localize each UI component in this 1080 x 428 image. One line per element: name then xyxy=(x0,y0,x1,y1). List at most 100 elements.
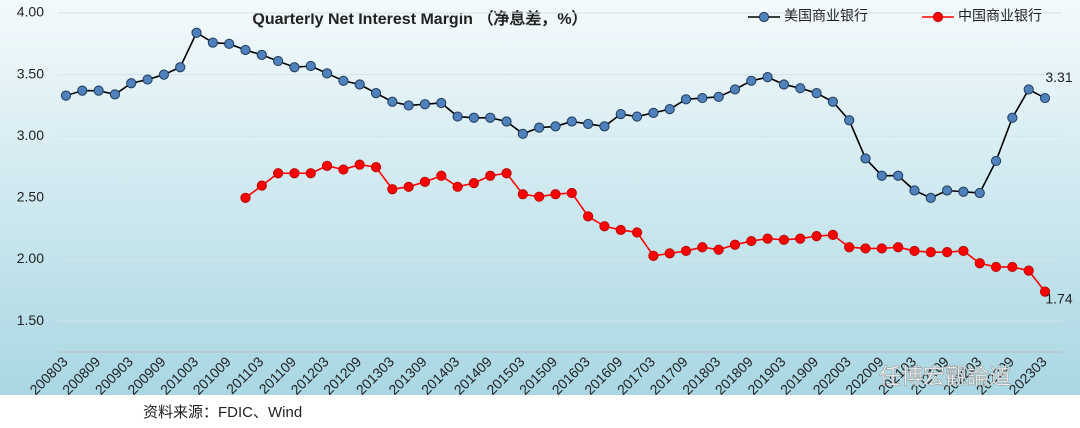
data-point xyxy=(273,168,284,179)
data-point xyxy=(942,247,953,258)
data-point xyxy=(126,78,137,89)
data-point xyxy=(305,60,316,72)
data-point xyxy=(697,92,708,104)
data-point xyxy=(436,170,447,181)
data-point xyxy=(631,227,643,238)
data-point xyxy=(468,112,480,123)
data-point xyxy=(387,96,398,107)
data-point xyxy=(93,85,104,96)
data-point xyxy=(648,250,659,261)
data-point xyxy=(762,72,773,83)
y-tick-label: 3.50 xyxy=(17,65,44,81)
data-point xyxy=(256,180,267,191)
data-point xyxy=(844,242,855,253)
data-point xyxy=(387,184,398,195)
data-point xyxy=(746,75,757,86)
data-point xyxy=(958,245,969,257)
data-point xyxy=(876,170,887,181)
data-point xyxy=(778,234,790,245)
data-point xyxy=(811,88,822,99)
data-point xyxy=(354,79,365,90)
data-point xyxy=(240,192,251,204)
data-point xyxy=(403,100,414,111)
data-point xyxy=(517,128,528,139)
data-point xyxy=(942,185,953,196)
data-point xyxy=(648,107,659,118)
data-point xyxy=(729,239,741,250)
data-point xyxy=(713,91,724,102)
data-point xyxy=(860,153,871,164)
data-point xyxy=(419,99,431,110)
data-point xyxy=(273,55,284,67)
data-point xyxy=(893,242,904,253)
data-point xyxy=(1007,261,1018,273)
data-point xyxy=(795,83,806,94)
data-label: 1.74 xyxy=(1045,290,1072,306)
data-point xyxy=(909,245,920,257)
data-point xyxy=(452,111,463,122)
y-tick-label: 1.50 xyxy=(17,312,44,328)
data-point xyxy=(599,221,610,232)
legend-marker xyxy=(758,11,770,23)
data-point xyxy=(990,261,1002,273)
y-tick-label: 3.00 xyxy=(17,127,44,143)
data-point xyxy=(566,187,577,199)
data-point xyxy=(1023,265,1034,276)
data-point xyxy=(419,176,431,187)
data-point xyxy=(207,37,218,48)
legend-marker xyxy=(932,11,944,23)
data-point xyxy=(615,224,626,236)
data-point xyxy=(974,187,985,199)
data-point xyxy=(158,69,169,80)
data-point xyxy=(697,242,708,253)
data-point xyxy=(501,116,512,127)
data-point xyxy=(925,247,936,258)
data-point xyxy=(713,244,724,255)
data-point xyxy=(599,121,610,132)
data-point xyxy=(583,118,594,130)
data-point xyxy=(142,74,153,85)
data-point xyxy=(338,164,349,175)
source-note: 资料来源：FDIC、Wind xyxy=(143,404,302,421)
data-point xyxy=(925,192,936,204)
watermark: 任博宏觀論道 xyxy=(879,364,1011,389)
data-point xyxy=(354,159,365,170)
chart-title: Quarterly Net Interest Margin （净息差，%） xyxy=(252,9,587,28)
data-point xyxy=(224,38,235,49)
data-point xyxy=(370,161,382,173)
data-point xyxy=(876,243,887,254)
data-point xyxy=(1039,286,1051,297)
data-point xyxy=(729,84,741,95)
data-point xyxy=(778,79,790,90)
data-point xyxy=(1023,84,1034,95)
legend-label: 美国商业银行 xyxy=(784,8,868,24)
data-point xyxy=(77,85,88,96)
data-point xyxy=(109,89,121,100)
data-point xyxy=(240,44,251,56)
data-point xyxy=(191,27,202,38)
data-point xyxy=(485,112,496,123)
data-point xyxy=(468,178,480,189)
data-point xyxy=(289,62,300,73)
data-point xyxy=(795,233,806,244)
data-point xyxy=(60,90,72,101)
data-point xyxy=(844,115,855,126)
data-point xyxy=(583,211,594,222)
data-point xyxy=(305,168,316,179)
data-point xyxy=(958,186,969,197)
data-point xyxy=(403,181,414,192)
data-point xyxy=(321,68,333,79)
y-tick-label: 2.00 xyxy=(17,250,44,266)
y-tick-label: 4.00 xyxy=(17,4,44,20)
data-point xyxy=(664,104,675,115)
data-point xyxy=(534,191,545,202)
data-point xyxy=(321,160,333,171)
data-point xyxy=(517,189,528,200)
data-point xyxy=(550,189,561,200)
data-point xyxy=(746,235,757,247)
data-point xyxy=(370,88,382,99)
y-tick-label: 2.50 xyxy=(17,189,44,205)
data-point xyxy=(680,245,692,257)
data-point xyxy=(615,108,626,120)
legend-label: 中国商业银行 xyxy=(958,8,1042,24)
